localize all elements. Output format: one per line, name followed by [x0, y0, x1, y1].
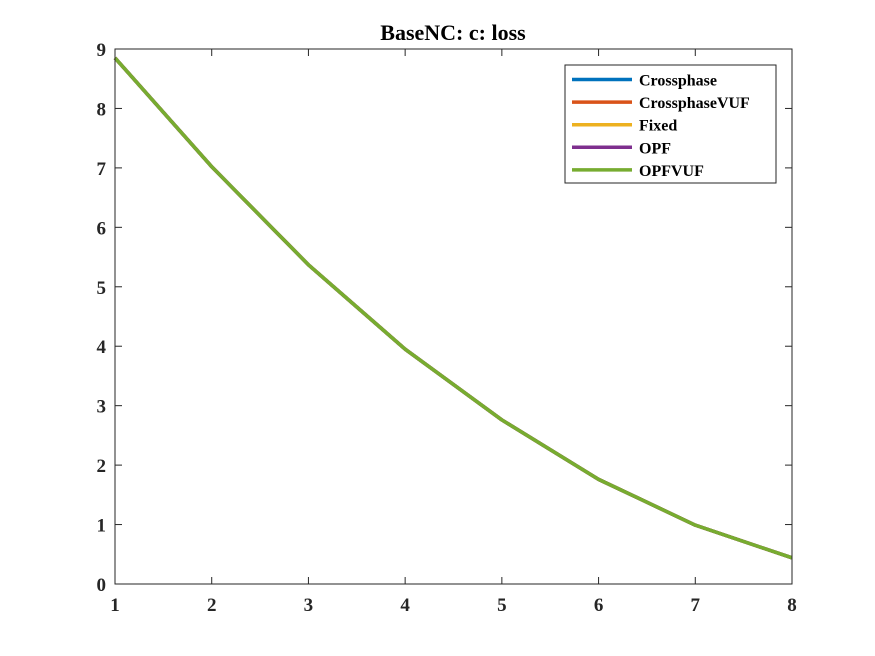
y-tick-label: 3	[97, 397, 107, 418]
y-tick-label: 7	[97, 159, 107, 180]
y-tick-label: 6	[97, 218, 107, 239]
legend-label-fixed: Fixed	[639, 118, 677, 135]
y-tick-label: 0	[97, 575, 107, 596]
x-tick-label: 8	[787, 595, 797, 616]
legend-label-opf: OPF	[639, 140, 671, 157]
legend-label-crossphase: Crossphase	[639, 73, 717, 90]
legend-label-opfvuf: OPFVUF	[639, 163, 704, 180]
y-tick-label: 4	[97, 337, 107, 358]
y-tick-label: 1	[97, 516, 107, 537]
y-tick-label: 2	[97, 456, 107, 477]
x-tick-label: 4	[400, 595, 410, 616]
y-tick-label: 8	[97, 99, 107, 120]
legend: Crossphase CrossphaseVUF Fixed OPF OPFVUF	[564, 64, 777, 184]
chart-title: BaseNC: c: loss	[380, 20, 526, 45]
x-tick-label: 2	[207, 595, 217, 616]
series-line-opfvuf	[113, 56, 793, 560]
x-tick-label: 3	[304, 595, 314, 616]
x-tick-label: 6	[594, 595, 604, 616]
x-tick-label: 5	[497, 595, 507, 616]
y-tick-label: 9	[97, 40, 107, 61]
x-tick-label: 7	[691, 595, 701, 616]
axes-box	[114, 48, 793, 585]
x-tick-label: 1	[110, 595, 120, 616]
legend-label-crossphasevuf: CrossphaseVUF	[639, 95, 750, 112]
y-tick-label: 5	[97, 278, 107, 299]
